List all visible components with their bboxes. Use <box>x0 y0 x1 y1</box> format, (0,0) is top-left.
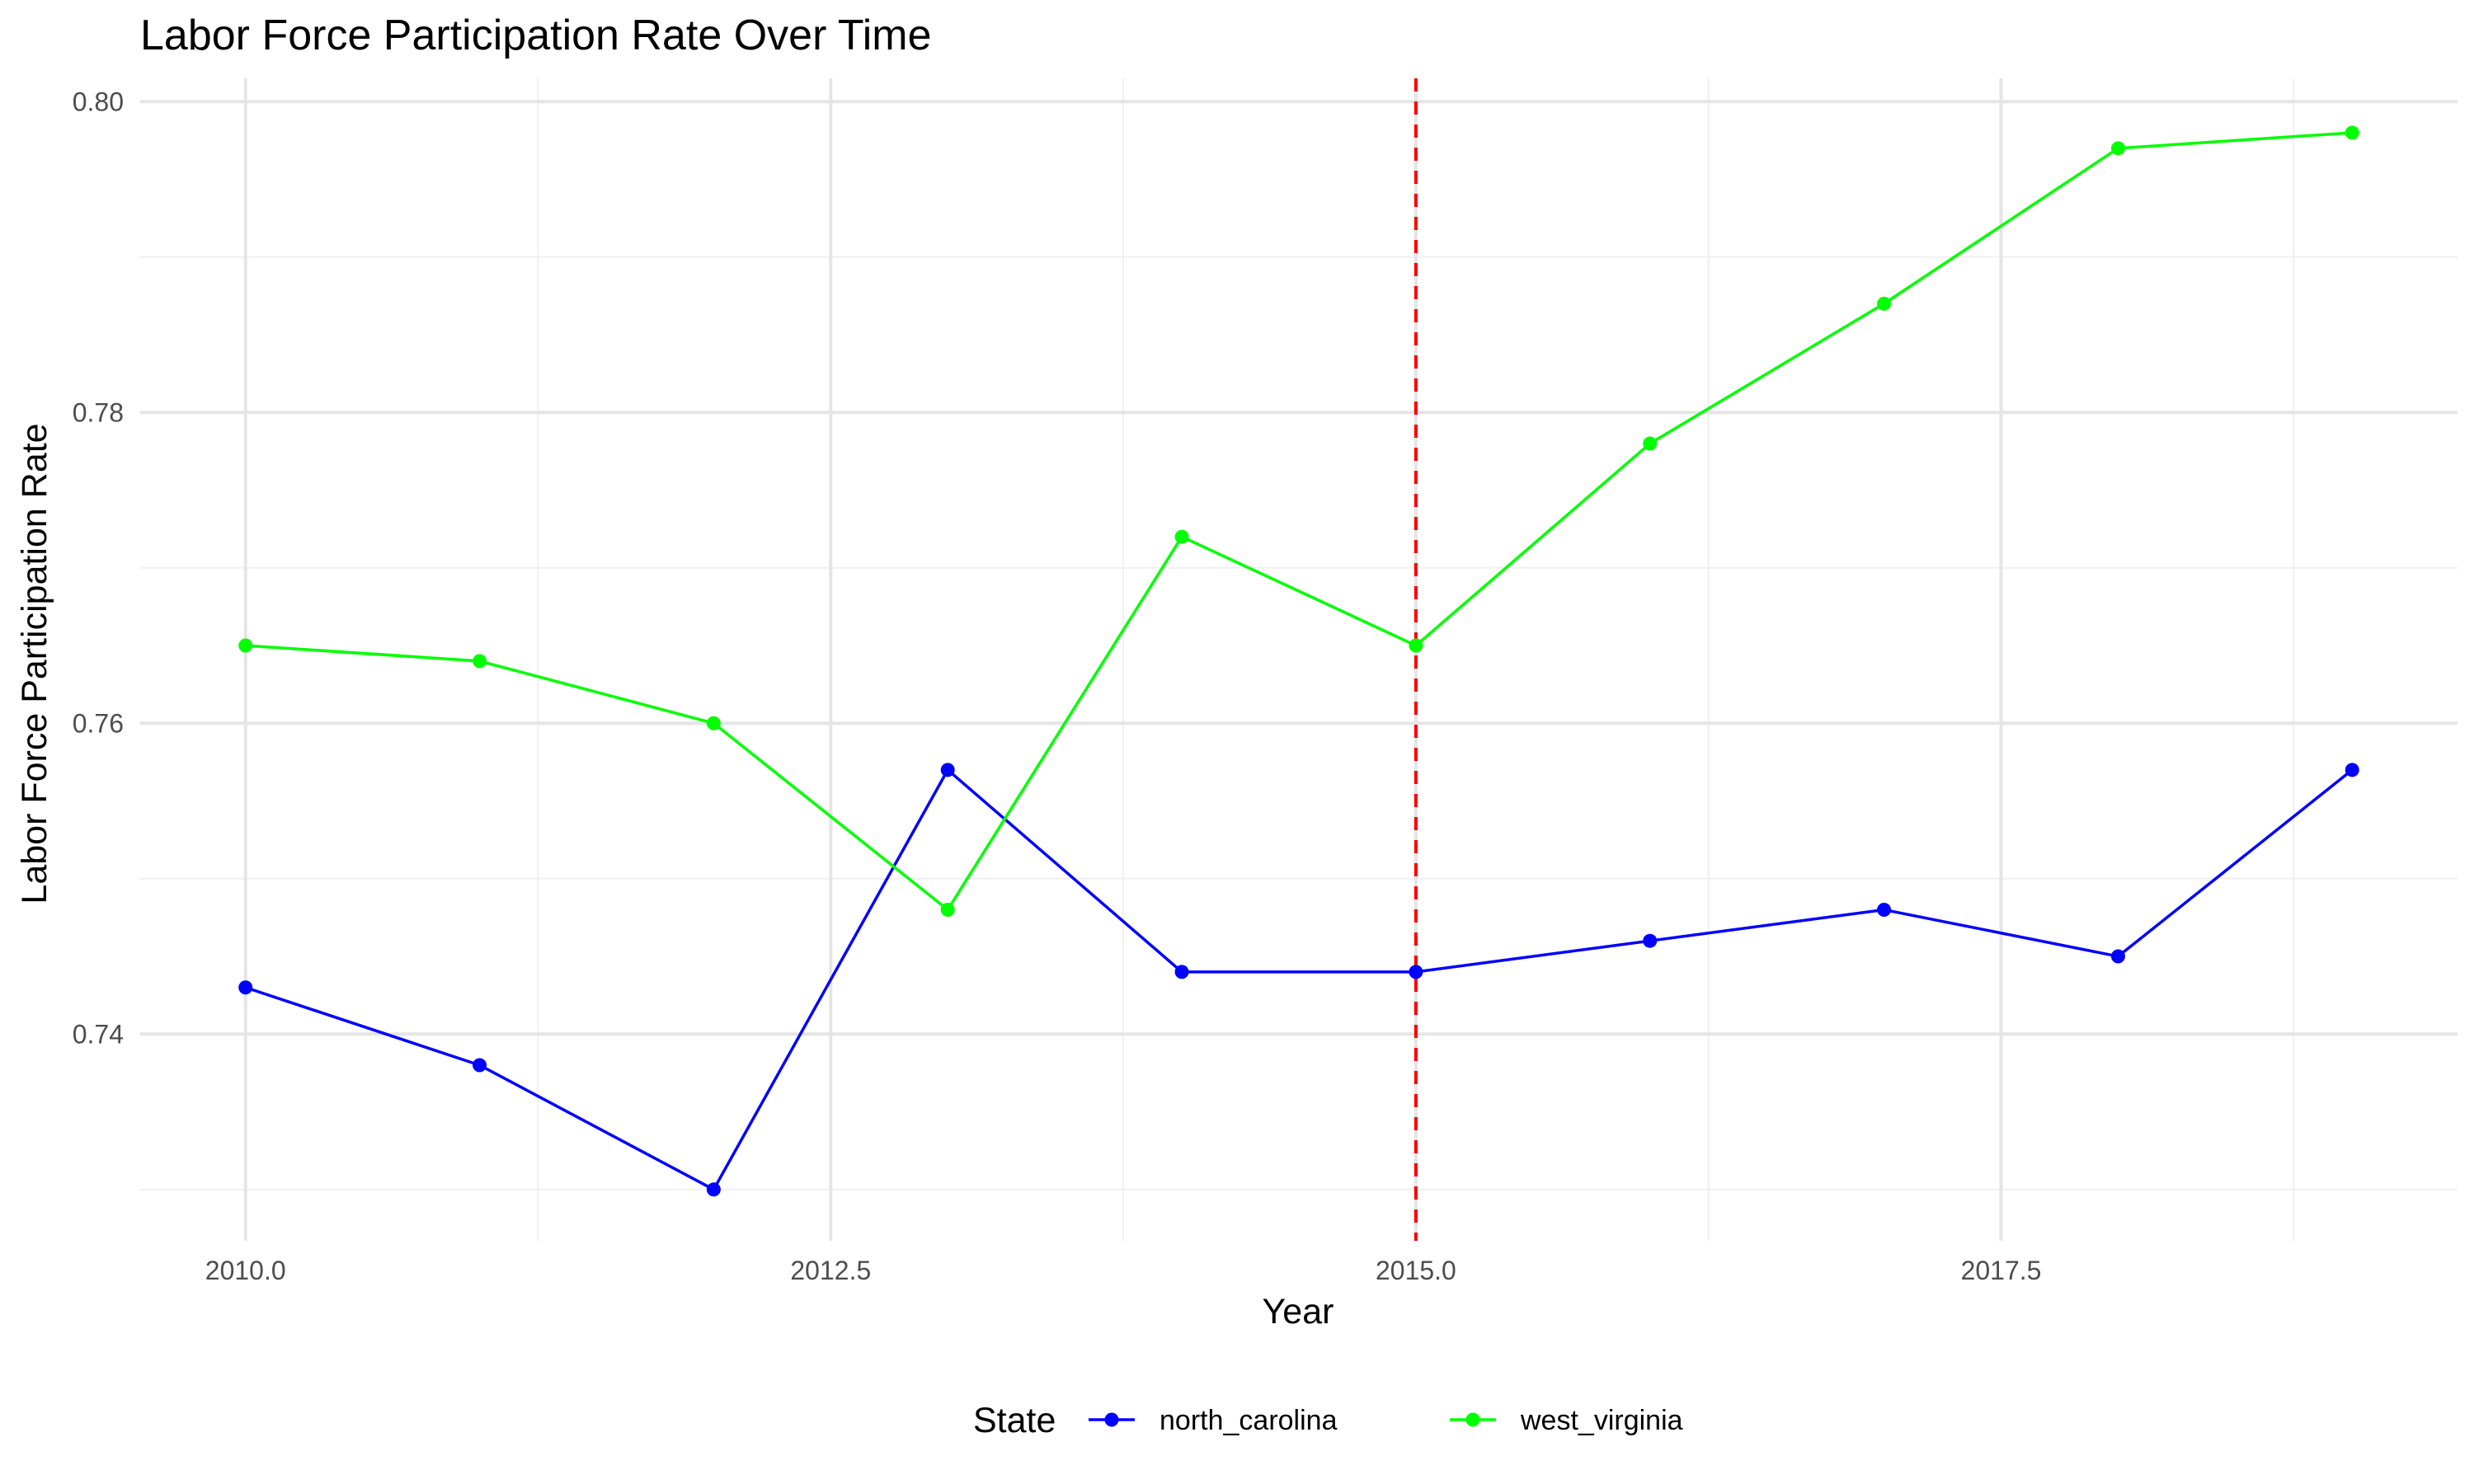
legend-key-point-north_carolina <box>1104 1412 1119 1427</box>
data-point-north_carolina <box>238 980 253 995</box>
data-point-west_virginia <box>1877 296 1892 311</box>
y-axis-tick-labels: 0.74 0.76 0.78 0.80 <box>73 87 124 1049</box>
legend-label-west_virginia: west_virginia <box>1520 1405 1683 1436</box>
data-point-north_carolina <box>473 1058 487 1073</box>
y-tick-label: 0.74 <box>73 1019 124 1049</box>
data-point-west_virginia <box>940 902 955 917</box>
legend-key-point-west_virginia <box>1465 1412 1480 1427</box>
series-line-north_carolina <box>245 768 2354 1191</box>
x-tick-label: 2012.5 <box>790 1256 871 1285</box>
y-tick-label: 0.80 <box>73 87 124 116</box>
chart-title: Labor Force Participation Rate Over Time <box>140 12 932 59</box>
data-point-north_carolina <box>1877 902 1892 917</box>
x-tick-label: 2010.0 <box>205 1256 286 1285</box>
data-point-north_carolina <box>706 1182 721 1197</box>
data-point-north_carolina <box>1174 965 1189 979</box>
data-point-west_virginia <box>2345 125 2359 140</box>
x-axis-title: Year <box>1263 1292 1334 1331</box>
x-axis-tick-labels: 2010.0 2012.5 2015.0 2017.5 <box>205 1256 2042 1285</box>
minor-gridlines <box>140 78 2458 1241</box>
series-line-west_virginia <box>245 131 2353 912</box>
data-point-north_carolina <box>2345 763 2359 777</box>
y-tick-label: 0.76 <box>73 708 124 738</box>
x-tick-label: 2015.0 <box>1376 1256 1456 1285</box>
series-lines <box>245 131 2354 1191</box>
legend-title: State <box>973 1401 1056 1440</box>
data-point-west_virginia <box>238 638 253 653</box>
data-point-north_carolina <box>2110 949 2125 964</box>
data-point-west_virginia <box>1409 638 1423 653</box>
data-point-west_virginia <box>1174 529 1189 544</box>
y-tick-label: 0.78 <box>73 397 124 427</box>
x-tick-label: 2017.5 <box>1961 1256 2042 1285</box>
legend-label-north_carolina: north_carolina <box>1159 1405 1338 1436</box>
data-point-north_carolina <box>1409 965 1423 979</box>
data-point-north_carolina <box>940 763 955 777</box>
legend: State north_carolina west_virginia <box>973 1401 1683 1440</box>
y-axis-title: Labor Force Participation Rate <box>15 423 54 904</box>
data-point-west_virginia <box>1643 436 1658 451</box>
data-point-west_virginia <box>706 716 721 730</box>
data-point-north_carolina <box>1643 933 1658 948</box>
data-point-west_virginia <box>473 654 487 669</box>
data-point-west_virginia <box>2110 141 2125 156</box>
series-points <box>238 125 2359 1197</box>
